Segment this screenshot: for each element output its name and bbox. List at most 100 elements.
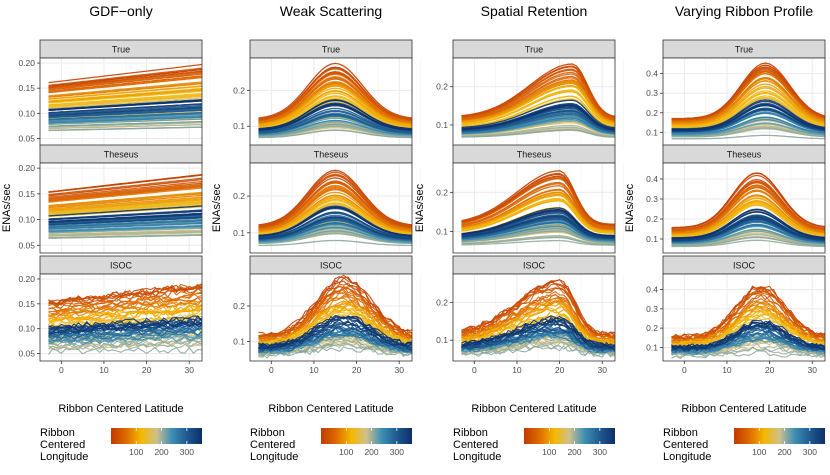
series-line — [671, 239, 825, 248]
series-line — [461, 178, 615, 228]
series-line — [48, 307, 202, 324]
series-line — [258, 232, 412, 245]
series-line — [48, 184, 202, 201]
series-line — [48, 222, 202, 230]
series-line — [461, 194, 615, 233]
series-line — [461, 106, 615, 131]
legend-title-line: Centered — [250, 439, 295, 451]
series-group — [258, 274, 412, 359]
series-line — [48, 299, 202, 318]
series-line — [461, 185, 615, 230]
series-line — [48, 212, 202, 223]
series-group — [671, 172, 825, 248]
legend-colorbar — [111, 428, 202, 444]
legend-tick-label: 200 — [777, 447, 791, 457]
series-line — [671, 203, 825, 238]
series-line — [48, 291, 202, 312]
series-line — [258, 76, 412, 123]
series-line — [461, 198, 615, 234]
series-line — [48, 81, 202, 97]
series-line — [48, 322, 202, 335]
series-line — [48, 87, 202, 102]
series-line — [461, 73, 615, 121]
legend-tick-label: 300 — [180, 447, 194, 457]
series-line — [258, 107, 412, 132]
y-tick-label: 0.4 — [646, 174, 658, 184]
series-line — [671, 174, 825, 229]
series-line — [258, 99, 412, 130]
series-line — [671, 189, 825, 234]
series-line — [258, 300, 412, 344]
series-line — [258, 123, 412, 137]
x-tick-label: 0 — [682, 365, 687, 375]
series-group — [48, 283, 202, 355]
series-line — [461, 192, 615, 232]
y-tick-label: 0.15 — [18, 83, 35, 93]
panel-border — [249, 273, 413, 362]
series-group — [258, 62, 412, 139]
series-line — [671, 72, 825, 123]
y-tick-label: 0.05 — [18, 133, 35, 143]
panel-border — [662, 162, 826, 254]
series-line — [48, 299, 202, 317]
series-line — [48, 199, 202, 213]
series-line — [258, 73, 412, 122]
series-line — [48, 194, 202, 209]
series-line — [48, 68, 202, 88]
y-tick-label: 0.1 — [646, 127, 658, 137]
legend-title-line: Centered — [40, 439, 85, 451]
series-line — [258, 173, 412, 227]
series-line — [48, 71, 202, 89]
legend-colorbar — [321, 428, 412, 444]
series-line — [48, 225, 202, 232]
series-line — [258, 341, 412, 357]
column-title: GDF−only — [89, 3, 152, 19]
series-line — [48, 112, 202, 121]
series-line — [48, 107, 202, 117]
series-line — [258, 78, 412, 124]
series-line — [258, 203, 412, 236]
series-line — [671, 134, 825, 140]
x-tick-label: 0 — [269, 365, 274, 375]
series-line — [671, 224, 825, 243]
series-line — [258, 182, 412, 230]
series-line — [48, 124, 202, 130]
series-line — [461, 99, 615, 129]
series-line — [461, 129, 615, 138]
panel-border — [662, 273, 826, 362]
series-line — [671, 216, 825, 241]
series-line — [48, 227, 202, 234]
series-line — [258, 68, 412, 121]
legend-tick-label: 100 — [129, 447, 143, 457]
y-tick-label: 0.05 — [18, 349, 35, 359]
series-line — [48, 283, 202, 302]
series-line — [48, 197, 202, 211]
series-line — [461, 95, 615, 128]
series-line — [48, 213, 202, 224]
facet-strip-label: Theseus — [104, 150, 139, 160]
series-line — [48, 89, 202, 103]
series-line — [461, 215, 615, 239]
series-line — [48, 193, 202, 208]
series-line — [48, 100, 202, 111]
series-line — [461, 207, 615, 237]
series-line — [48, 200, 202, 214]
series-line — [48, 198, 202, 212]
series-line — [48, 109, 202, 119]
series-line — [461, 189, 615, 231]
series-line — [258, 71, 412, 122]
x-tick-label: 20 — [765, 365, 775, 375]
panel-border — [249, 162, 413, 254]
legend-title-line: Centered — [453, 439, 498, 451]
y-tick-label: 0.3 — [646, 194, 658, 204]
series-line — [671, 122, 825, 136]
x-tick-label: 0 — [59, 365, 64, 375]
series-group — [258, 169, 412, 247]
x-tick-label: 20 — [352, 365, 362, 375]
series-line — [48, 115, 202, 123]
series-line — [48, 93, 202, 107]
series-line — [671, 90, 825, 127]
facet-strip-label: True — [112, 45, 130, 55]
series-group — [671, 62, 825, 140]
